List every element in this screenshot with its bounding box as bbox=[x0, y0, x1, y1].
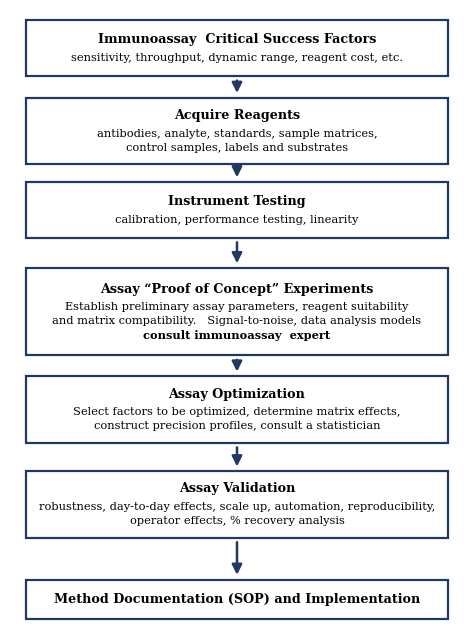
FancyBboxPatch shape bbox=[26, 580, 448, 619]
Text: Establish preliminary assay parameters, reagent suitability: Establish preliminary assay parameters, … bbox=[65, 303, 409, 312]
Text: Select factors to be optimized, determine matrix effects,: Select factors to be optimized, determin… bbox=[73, 408, 401, 417]
FancyBboxPatch shape bbox=[26, 377, 448, 442]
Text: consult immunoassay  expert: consult immunoassay expert bbox=[144, 330, 330, 341]
Text: Assay “Proof of Concept” Experiments: Assay “Proof of Concept” Experiments bbox=[100, 283, 374, 296]
Text: Method Documentation (SOP) and Implementation: Method Documentation (SOP) and Implement… bbox=[54, 593, 420, 605]
Text: Acquire Reagents: Acquire Reagents bbox=[174, 109, 300, 122]
Text: Instrument Testing: Instrument Testing bbox=[168, 195, 306, 208]
Text: and matrix compatibility.   Signal-to-noise, data analysis models: and matrix compatibility. Signal-to-nois… bbox=[53, 317, 421, 326]
Text: construct precision profiles, consult a statistician: construct precision profiles, consult a … bbox=[94, 422, 380, 431]
FancyBboxPatch shape bbox=[26, 20, 448, 76]
Text: Assay Validation: Assay Validation bbox=[179, 482, 295, 495]
FancyBboxPatch shape bbox=[26, 471, 448, 537]
Text: sensitivity, throughput, dynamic range, reagent cost, etc.: sensitivity, throughput, dynamic range, … bbox=[71, 53, 403, 63]
Text: operator effects, % recovery analysis: operator effects, % recovery analysis bbox=[129, 516, 345, 526]
Text: antibodies, analyte, standards, sample matrices,: antibodies, analyte, standards, sample m… bbox=[97, 129, 377, 138]
Text: calibration, performance testing, linearity: calibration, performance testing, linear… bbox=[115, 215, 359, 224]
Text: control samples, labels and substrates: control samples, labels and substrates bbox=[126, 143, 348, 152]
FancyBboxPatch shape bbox=[26, 182, 448, 238]
Text: robustness, day-to-day effects, scale up, automation, reproducibility,: robustness, day-to-day effects, scale up… bbox=[39, 502, 435, 512]
Text: Immunoassay  Critical Success Factors: Immunoassay Critical Success Factors bbox=[98, 33, 376, 46]
Text: Assay Optimization: Assay Optimization bbox=[169, 387, 305, 401]
FancyBboxPatch shape bbox=[26, 97, 448, 164]
FancyBboxPatch shape bbox=[26, 268, 448, 355]
